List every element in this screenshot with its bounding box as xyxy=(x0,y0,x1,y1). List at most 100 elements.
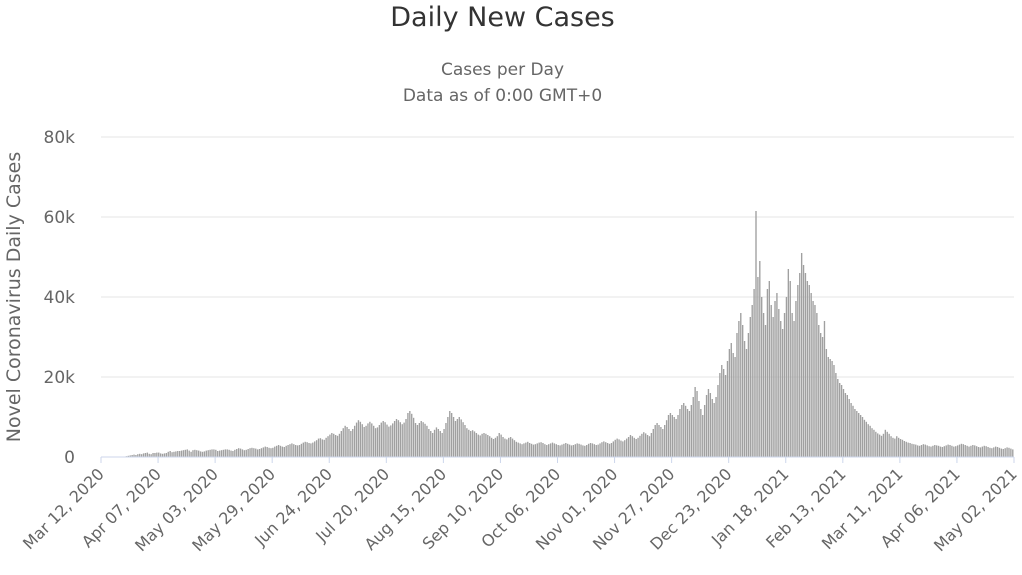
bar[interactable] xyxy=(426,425,428,457)
bar[interactable] xyxy=(443,429,445,457)
bar[interactable] xyxy=(958,444,961,457)
bar[interactable] xyxy=(365,425,367,457)
bar[interactable] xyxy=(198,450,200,457)
bar[interactable] xyxy=(673,417,675,457)
bar[interactable] xyxy=(909,443,911,457)
bar[interactable] xyxy=(374,428,377,457)
bar[interactable] xyxy=(306,442,308,457)
bar[interactable] xyxy=(882,433,885,457)
bar[interactable] xyxy=(593,444,596,457)
bar[interactable] xyxy=(350,431,352,457)
bar[interactable] xyxy=(300,443,303,457)
bar[interactable] xyxy=(159,453,162,457)
bar[interactable] xyxy=(871,428,873,457)
bar[interactable] xyxy=(580,444,582,457)
bar[interactable] xyxy=(903,441,906,457)
bar[interactable] xyxy=(639,435,641,457)
bar[interactable] xyxy=(631,436,634,457)
bar[interactable] xyxy=(245,449,247,457)
bar[interactable] xyxy=(776,293,778,457)
bar[interactable] xyxy=(721,365,723,457)
bar[interactable] xyxy=(880,435,883,457)
bar[interactable] xyxy=(405,419,407,457)
bar[interactable] xyxy=(795,301,797,457)
bar[interactable] xyxy=(839,383,841,457)
bar[interactable] xyxy=(401,424,403,457)
bar[interactable] xyxy=(460,419,462,457)
bar[interactable] xyxy=(671,415,673,457)
bar[interactable] xyxy=(403,422,405,457)
bar[interactable] xyxy=(597,444,599,457)
bar[interactable] xyxy=(878,434,881,457)
bar[interactable] xyxy=(753,289,755,457)
bar[interactable] xyxy=(823,321,826,457)
bar[interactable] xyxy=(818,325,820,457)
bar[interactable] xyxy=(511,438,514,457)
bar[interactable] xyxy=(450,413,453,457)
bar[interactable] xyxy=(667,415,670,457)
bar[interactable] xyxy=(329,434,331,457)
bar[interactable] xyxy=(439,431,441,457)
bar[interactable] xyxy=(196,450,198,457)
bar[interactable] xyxy=(237,448,240,457)
bar[interactable] xyxy=(323,439,325,457)
bar[interactable] xyxy=(614,439,616,457)
bar[interactable] xyxy=(664,425,666,457)
bar[interactable] xyxy=(1012,449,1014,457)
bar[interactable] xyxy=(542,443,544,457)
bar[interactable] xyxy=(646,435,649,457)
bar[interactable] xyxy=(470,431,472,457)
bar[interactable] xyxy=(894,438,896,457)
bar[interactable] xyxy=(665,420,668,457)
bar[interactable] xyxy=(797,285,799,457)
bar[interactable] xyxy=(156,452,158,457)
bar[interactable] xyxy=(302,442,304,457)
bar[interactable] xyxy=(215,449,217,457)
bar[interactable] xyxy=(559,445,561,457)
bar[interactable] xyxy=(289,444,291,457)
bar[interactable] xyxy=(348,429,350,457)
bar[interactable] xyxy=(500,434,502,457)
bar[interactable] xyxy=(481,433,483,457)
bar[interactable] xyxy=(378,425,381,457)
bar[interactable] xyxy=(515,441,518,457)
bar[interactable] xyxy=(819,333,822,457)
bar[interactable] xyxy=(431,433,434,457)
bar[interactable] xyxy=(296,445,299,457)
bar[interactable] xyxy=(821,337,824,457)
bar[interactable] xyxy=(272,447,274,457)
bar[interactable] xyxy=(656,423,658,457)
bar[interactable] xyxy=(549,443,552,457)
bar[interactable] xyxy=(793,321,795,457)
bar[interactable] xyxy=(188,450,190,457)
bar[interactable] xyxy=(150,454,152,457)
bar[interactable] xyxy=(612,441,615,457)
bar[interactable] xyxy=(418,423,421,457)
bar[interactable] xyxy=(907,442,909,457)
bar[interactable] xyxy=(698,401,700,457)
bar[interactable] xyxy=(762,313,765,457)
bar[interactable] xyxy=(816,313,818,457)
bar[interactable] xyxy=(854,409,856,457)
bar[interactable] xyxy=(892,437,894,457)
bar[interactable] xyxy=(987,447,989,457)
bar[interactable] xyxy=(224,449,227,457)
bar[interactable] xyxy=(397,420,400,457)
bar[interactable] xyxy=(344,425,346,457)
bar[interactable] xyxy=(291,443,293,457)
bar[interactable] xyxy=(194,449,196,457)
bar[interactable] xyxy=(766,289,769,457)
bar[interactable] xyxy=(774,301,776,457)
bar[interactable] xyxy=(169,451,171,457)
bar[interactable] xyxy=(447,417,449,457)
bar[interactable] xyxy=(462,422,464,457)
bar[interactable] xyxy=(234,449,236,457)
bar[interactable] xyxy=(359,421,362,457)
bar[interactable] xyxy=(530,443,533,457)
bar[interactable] xyxy=(633,437,635,457)
bar[interactable] xyxy=(922,444,925,457)
bar[interactable] xyxy=(734,357,736,457)
bar[interactable] xyxy=(304,441,306,457)
bar[interactable] xyxy=(968,446,970,457)
bar[interactable] xyxy=(799,273,801,457)
